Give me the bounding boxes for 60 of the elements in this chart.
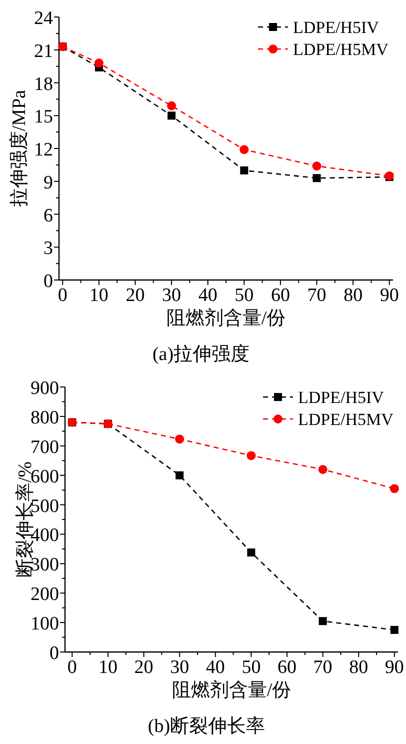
y-tick-label: 21 bbox=[34, 40, 53, 62]
y-tick-label: 600 bbox=[30, 466, 59, 488]
point bbox=[167, 101, 176, 110]
point bbox=[94, 58, 104, 68]
point bbox=[318, 617, 327, 626]
y-tick-label: 200 bbox=[30, 584, 59, 606]
x-tick-label: 40 bbox=[206, 657, 225, 678]
point bbox=[175, 434, 184, 444]
x-tick-label: 90 bbox=[384, 657, 404, 678]
x-tick-label: 70 bbox=[313, 657, 332, 678]
y-tick-label: 800 bbox=[30, 407, 59, 428]
x-tick-label: 60 bbox=[278, 657, 296, 678]
y-tick-label: 700 bbox=[30, 436, 59, 458]
point bbox=[240, 145, 249, 154]
x-tick-label: 20 bbox=[126, 285, 145, 306]
point bbox=[247, 548, 256, 556]
x-tick-label: 90 bbox=[380, 285, 399, 306]
point bbox=[246, 451, 256, 460]
x-tick-label: 50 bbox=[234, 285, 254, 306]
y-tick-label: 12 bbox=[34, 140, 53, 160]
y-tick-label: 0 bbox=[50, 643, 59, 664]
legend-label: LDPE/H5MV bbox=[293, 40, 390, 59]
point bbox=[390, 484, 399, 494]
x-tick-label: 70 bbox=[307, 285, 326, 306]
x-tick-label: 30 bbox=[162, 285, 182, 306]
x-tick-label: 20 bbox=[134, 657, 154, 678]
x-tick-label: 60 bbox=[270, 285, 290, 306]
y-tick-label: 300 bbox=[30, 554, 59, 576]
x-tick-label: 40 bbox=[198, 285, 218, 306]
x-tick-label: 10 bbox=[89, 285, 108, 306]
y-axis-title: 拉伸强度/MPa bbox=[8, 89, 30, 208]
x-tick-label: 30 bbox=[170, 657, 190, 678]
point bbox=[176, 471, 184, 480]
legend-label: LDPE/H5IV bbox=[298, 388, 385, 407]
text: (b)断裂伸长率 bbox=[148, 715, 266, 737]
y-tick-label: 24 bbox=[34, 8, 54, 29]
legend-label: LDPE/H5MV bbox=[298, 410, 394, 429]
y-tick-label: 9 bbox=[44, 172, 53, 194]
y-tick-label: 18 bbox=[34, 74, 53, 95]
x-tick-label: 80 bbox=[349, 657, 368, 678]
legend-label: LDPE/H5IV bbox=[293, 18, 380, 37]
point bbox=[318, 464, 328, 474]
point bbox=[240, 166, 248, 174]
point bbox=[312, 162, 322, 171]
y-tick-label: 6 bbox=[44, 205, 53, 226]
point bbox=[312, 174, 321, 182]
point bbox=[168, 112, 176, 120]
y-tick-label: 0 bbox=[44, 271, 53, 292]
point bbox=[390, 626, 398, 634]
text: (a)拉伸强度 bbox=[152, 343, 250, 365]
y-tick-label: 15 bbox=[34, 106, 53, 128]
x-axis-title: 阻燃剂含量/份 bbox=[166, 307, 286, 329]
y-tick-label: 900 bbox=[30, 378, 59, 399]
x-tick-label: 80 bbox=[344, 285, 363, 306]
x-axis-title: 阻燃剂含量/份 bbox=[172, 679, 292, 701]
x-tick-label: 50 bbox=[242, 657, 261, 678]
y-tick-label: 3 bbox=[44, 238, 53, 260]
y-tick-label: 100 bbox=[30, 614, 59, 635]
x-tick-label: 10 bbox=[98, 657, 118, 678]
x-tick-label: 0 bbox=[67, 657, 77, 678]
